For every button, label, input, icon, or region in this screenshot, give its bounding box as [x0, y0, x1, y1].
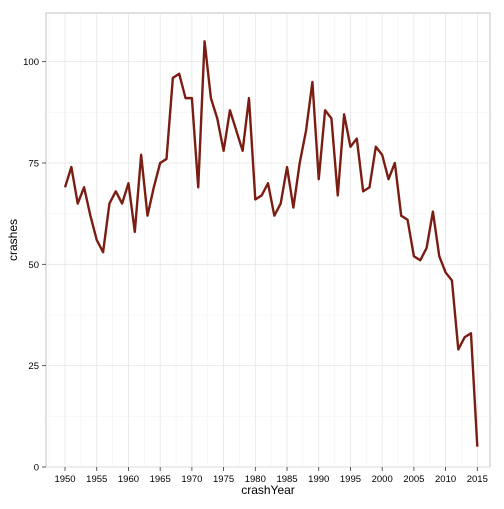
x-tick-label: 2000: [372, 474, 393, 485]
x-tick-label: 1950: [54, 474, 75, 485]
y-tick-label: 50: [28, 260, 39, 271]
x-tick-label: 1970: [181, 474, 202, 485]
x-tick-label: 1975: [213, 474, 234, 485]
y-tick-label: 25: [28, 361, 39, 372]
x-tick-label: 1965: [150, 474, 171, 485]
y-tick-label: 75: [28, 158, 39, 169]
x-tick-label: 2005: [403, 474, 424, 485]
x-tick-label: 1990: [308, 474, 329, 485]
y-tick-label: 0: [34, 463, 39, 474]
x-tick-label: 1995: [340, 474, 361, 485]
x-tick-label: 2010: [435, 474, 456, 485]
x-tick-label: 1955: [86, 474, 107, 485]
y-axis-title: crashes: [6, 219, 20, 261]
y-tick-label: 100: [23, 57, 39, 68]
x-tick-label: 2015: [467, 474, 488, 485]
x-tick-label: 1960: [118, 474, 139, 485]
x-axis-title: crashYear: [241, 483, 295, 497]
